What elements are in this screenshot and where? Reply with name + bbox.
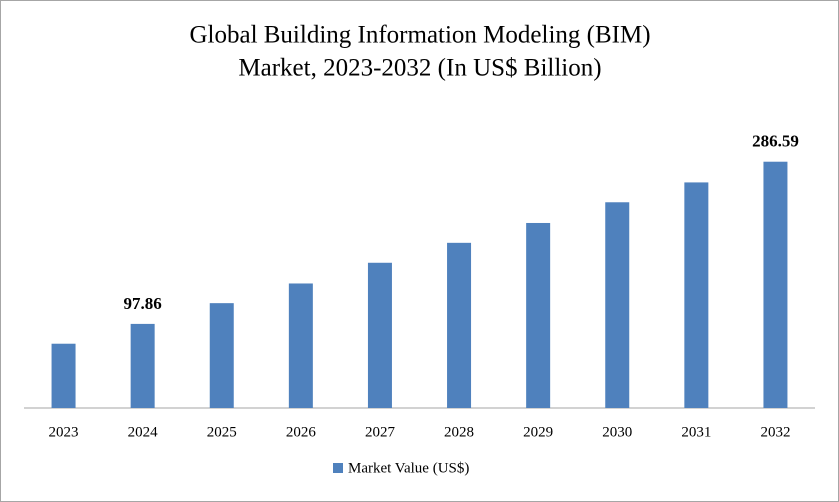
bar (367, 262, 392, 408)
legend-swatch (333, 463, 343, 473)
bar (526, 222, 551, 408)
x-tick-label: 2026 (286, 424, 317, 440)
bar (209, 303, 234, 408)
bar (763, 161, 788, 408)
x-tick-label: 2028 (444, 424, 474, 440)
data-label: 97.86 (124, 294, 162, 313)
x-tick-label: 2030 (602, 424, 632, 440)
bar (51, 343, 76, 408)
x-tick-label: 2031 (681, 424, 711, 440)
chart-title: Global Building Information Modeling (BI… (189, 22, 650, 49)
bar (605, 202, 630, 408)
legend-label: Market Value (US$) (348, 460, 469, 476)
x-tick-label: 2032 (760, 424, 790, 440)
data-label: 286.59 (752, 132, 799, 151)
chart-title: Market, 2023-2032 (In US$ Billion) (238, 55, 601, 82)
x-tick-label: 2029 (523, 424, 553, 440)
bar (447, 242, 472, 408)
x-tick-label: 2024 (128, 424, 159, 440)
bar (130, 323, 155, 408)
x-tick-label: 2027 (365, 424, 396, 440)
bar (684, 182, 709, 408)
bar (288, 283, 313, 408)
x-tick-label: 2023 (49, 424, 79, 440)
x-tick-label: 2025 (207, 424, 237, 440)
